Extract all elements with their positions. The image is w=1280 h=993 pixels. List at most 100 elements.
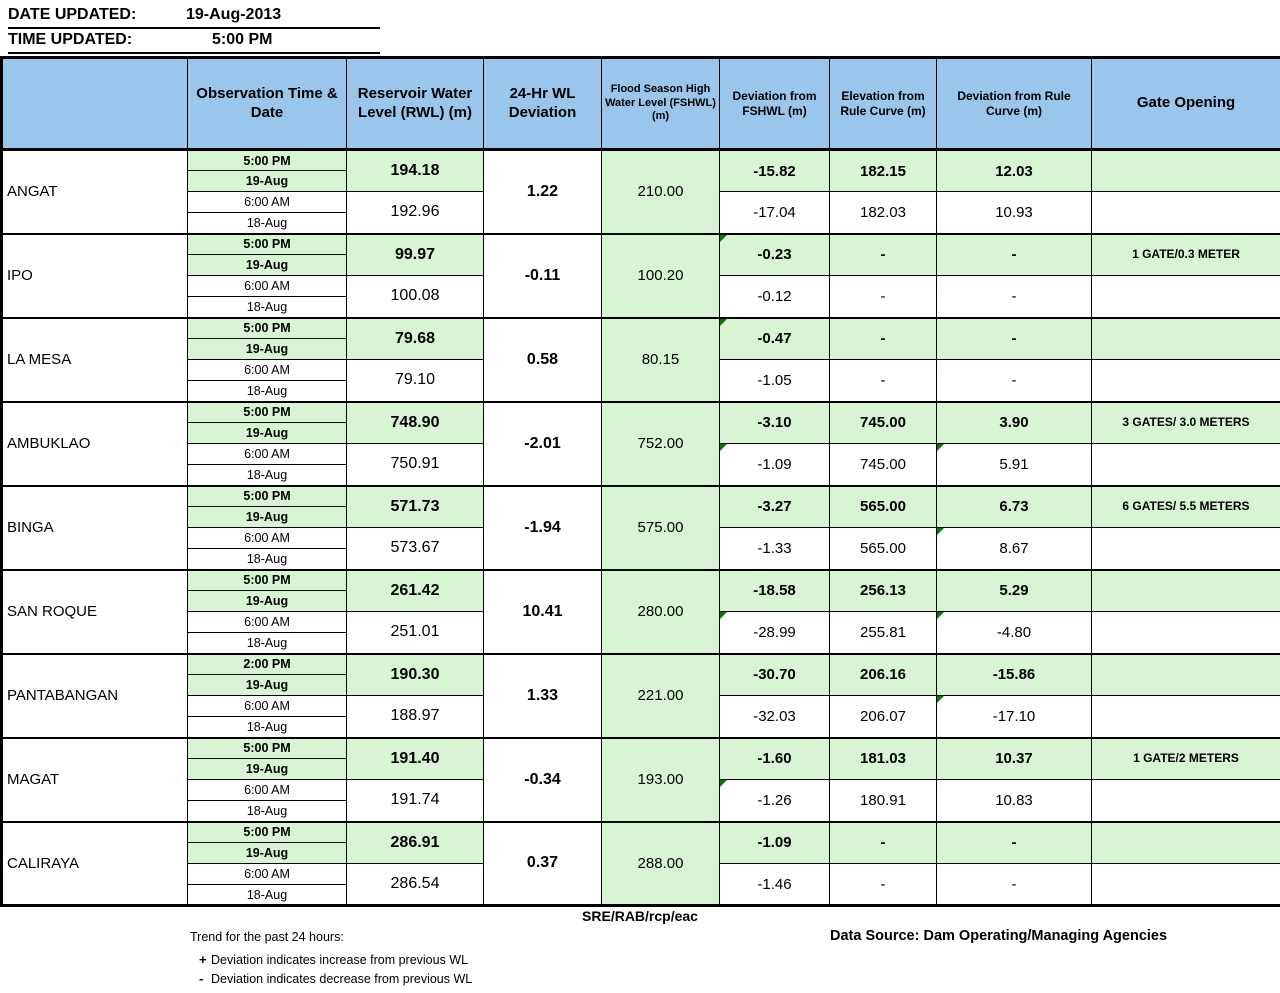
dev-fshwl-current: -0.47 [719, 316, 830, 360]
gate-opening-current [1091, 568, 1280, 612]
dev-fshwl-prev: -1.46 [719, 863, 830, 906]
elev-rc-prev: - [829, 863, 937, 906]
wl-deviation: -2.01 [483, 400, 602, 486]
dev-fshwl-prev: -1.05 [719, 359, 830, 402]
dev-rc-prev: -4.80 [936, 611, 1092, 654]
elev-rc-prev: - [829, 359, 937, 402]
dev-rc-current: 6.73 [936, 484, 1092, 528]
wl-deviation: -0.11 [483, 232, 602, 318]
gate-opening-current [1091, 820, 1280, 864]
gate-opening-current: 1 GATE/0.3 METER [1091, 232, 1280, 276]
dev-fshwl-current: -0.23 [719, 232, 830, 276]
obs-date-prev: 18-Aug [187, 548, 347, 570]
elev-rc-prev: 255.81 [829, 611, 937, 654]
header-fshwl: Flood Season High Water Level (FSHWL) (m… [601, 57, 720, 151]
header-rwl: Reservoir Water Level (RWL) (m) [346, 57, 484, 151]
obs-time-prev: 6:00 AM [187, 863, 347, 885]
dam-row-magat: MAGAT 5:00 PM 191.40 -0.34 193.00 -1.60 … [1, 736, 1280, 822]
dev-rc-current: 5.29 [936, 568, 1092, 612]
obs-date-prev: 18-Aug [187, 212, 347, 234]
obs-time-current: 5:00 PM [187, 820, 347, 843]
fshwl-value: 221.00 [601, 652, 720, 738]
dam-name: CALIRAYA [1, 820, 188, 906]
dam-row-angat: ANGAT 5:00 PM 194.18 1.22 210.00 -15.82 … [1, 148, 1280, 234]
obs-time-prev: 6:00 AM [187, 191, 347, 213]
legend-increase-text: Deviation indicates increase from previo… [211, 953, 469, 967]
obs-time-prev: 6:00 AM [187, 611, 347, 633]
rwl-prev: 286.54 [346, 863, 484, 906]
rwl-prev: 100.08 [346, 275, 484, 318]
dev-rc-prev: - [936, 359, 1092, 402]
gate-opening-prev [1091, 359, 1280, 402]
obs-date-prev: 18-Aug [187, 380, 347, 402]
sre-code: SRE/RAB/rcp/eac [582, 908, 698, 924]
obs-time-current: 5:00 PM [187, 232, 347, 255]
wl-deviation: 0.37 [483, 820, 602, 906]
fshwl-value: 280.00 [601, 568, 720, 654]
rwl-prev: 573.67 [346, 527, 484, 570]
dev-rc-prev: 10.93 [936, 191, 1092, 234]
dam-row-san-roque: SAN ROQUE 5:00 PM 261.42 10.41 280.00 -1… [1, 568, 1280, 654]
trend-title: Trend for the past 24 hours: [190, 930, 344, 944]
fshwl-value: 80.15 [601, 316, 720, 402]
rwl-prev: 188.97 [346, 695, 484, 738]
rwl-current: 748.90 [346, 400, 484, 444]
elev-rc-current: 745.00 [829, 400, 937, 444]
dev-fshwl-prev: -17.04 [719, 191, 830, 234]
obs-date-current: 19-Aug [187, 758, 347, 780]
minus-icon: - [199, 971, 204, 986]
obs-date-current: 19-Aug [187, 254, 347, 276]
dev-fshwl-prev: -1.26 [719, 779, 830, 822]
header-row: Observation Time & Date Reservoir Water … [1, 57, 1280, 151]
obs-time-prev: 6:00 AM [187, 695, 347, 717]
obs-time-prev: 6:00 AM [187, 779, 347, 801]
date-updated-value: 19-Aug-2013 [186, 6, 282, 23]
obs-time-current: 5:00 PM [187, 484, 347, 507]
dam-name: AMBUKLAO [1, 400, 188, 486]
gate-opening-current: 3 GATES/ 3.0 METERS [1091, 400, 1280, 444]
dam-water-level-table: Observation Time & Date Reservoir Water … [0, 56, 1280, 907]
wl-deviation: -0.34 [483, 736, 602, 822]
dam-row-binga: BINGA 5:00 PM 571.73 -1.94 575.00 -3.27 … [1, 484, 1280, 570]
dam-name: LA MESA [1, 316, 188, 402]
elev-rc-current: 256.13 [829, 568, 937, 612]
elev-rc-prev: - [829, 275, 937, 318]
dev-rc-current: - [936, 232, 1092, 276]
obs-date-prev: 18-Aug [187, 716, 347, 738]
gate-opening-current: 1 GATE/2 METERS [1091, 736, 1280, 780]
obs-date-prev: 18-Aug [187, 632, 347, 654]
dev-fshwl-current: -3.10 [719, 400, 830, 444]
elev-rc-prev: 206.07 [829, 695, 937, 738]
time-updated-row: TIME UPDATED: 5:00 PM [8, 31, 380, 54]
elev-rc-current: 565.00 [829, 484, 937, 528]
dam-row-la-mesa: LA MESA 5:00 PM 79.68 0.58 80.15 -0.47 -… [1, 316, 1280, 402]
header-dam [1, 57, 188, 151]
dev-fshwl-prev: -32.03 [719, 695, 830, 738]
gate-opening-current [1091, 652, 1280, 696]
obs-time-prev: 6:00 AM [187, 527, 347, 549]
wl-deviation: 1.22 [483, 148, 602, 234]
dam-name: SAN ROQUE [1, 568, 188, 654]
obs-time-prev: 6:00 AM [187, 359, 347, 381]
gate-opening-prev [1091, 191, 1280, 234]
time-updated-value: 5:00 PM [212, 31, 273, 48]
dev-rc-current: 12.03 [936, 148, 1092, 192]
obs-time-current: 5:00 PM [187, 568, 347, 591]
obs-date-prev: 18-Aug [187, 884, 347, 906]
elev-rc-prev: 565.00 [829, 527, 937, 570]
dev-rc-prev: - [936, 863, 1092, 906]
rwl-current: 286.91 [346, 820, 484, 864]
header-elevation-rule-curve: Elevation from Rule Curve (m) [829, 57, 937, 151]
obs-time-current: 5:00 PM [187, 400, 347, 423]
dam-name: ANGAT [1, 148, 188, 234]
gate-opening-prev [1091, 275, 1280, 318]
rwl-prev: 750.91 [346, 443, 484, 486]
obs-date-current: 19-Aug [187, 590, 347, 612]
obs-date-current: 19-Aug [187, 422, 347, 444]
dev-rc-current: 3.90 [936, 400, 1092, 444]
fshwl-value: 210.00 [601, 148, 720, 234]
fshwl-value: 752.00 [601, 400, 720, 486]
legend-increase: + Deviation indicates increase from previ… [199, 952, 468, 967]
dam-row-ipo: IPO 5:00 PM 99.97 -0.11 100.20 -0.23 - -… [1, 232, 1280, 318]
obs-time-current: 5:00 PM [187, 316, 347, 339]
